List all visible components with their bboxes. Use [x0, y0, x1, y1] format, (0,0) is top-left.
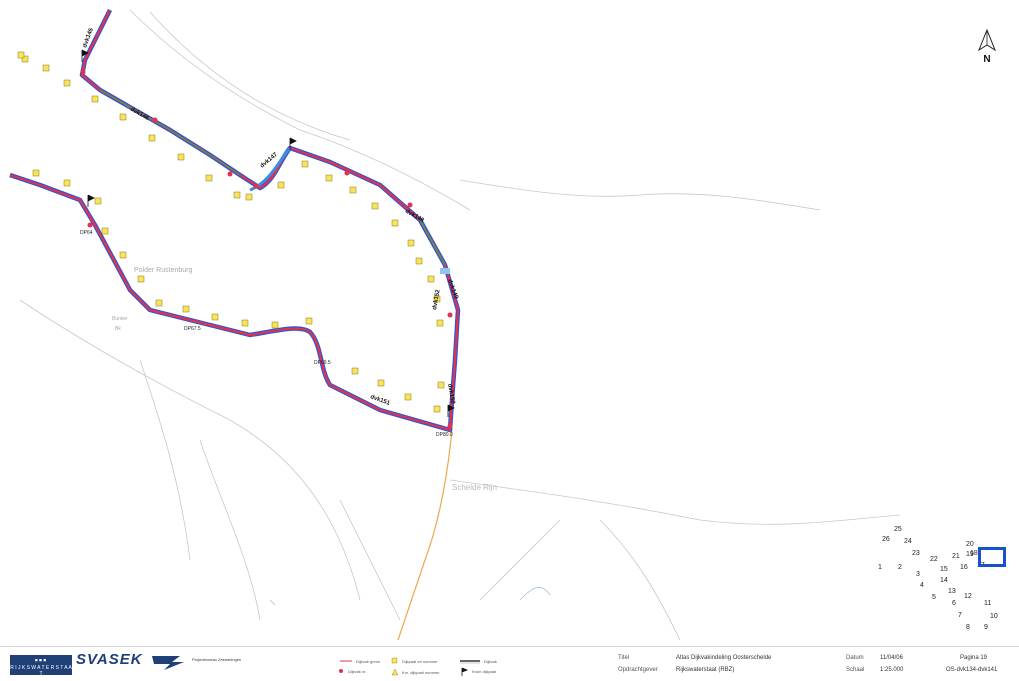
overview-num: 3 — [916, 571, 920, 578]
svasek-wave-icon — [152, 656, 184, 670]
road-line — [397, 429, 453, 640]
legend-marker1: Dijkpaal en nummer — [402, 659, 438, 664]
datum-value: 11/04/06 — [880, 655, 903, 661]
current-page-frame — [978, 547, 1006, 567]
overview-num: 9 — [984, 624, 988, 631]
overview-num: 16 — [960, 564, 968, 571]
rws-logo-icon: ▪▪▪ — [34, 655, 48, 665]
place-road: Schelde Rijn — [452, 483, 497, 492]
pagina-label: Pagina 19 — [960, 655, 988, 661]
overview-num: 20 — [966, 541, 974, 548]
overview-num: 25 — [894, 526, 902, 533]
zeeweringen-logo: Projectbureau Zeeweringen — [192, 657, 242, 662]
dp-label-1: DP64 — [80, 230, 93, 236]
overview-num: 18 — [970, 550, 978, 557]
section-label-6: dvk150 — [446, 383, 456, 405]
opdrachtgever-value: Rijkswaterstaat (RBZ) — [676, 667, 735, 673]
place-polder: Polder Rustenburg — [134, 267, 192, 274]
legend-marker2: Km. dijkpaal nummer — [402, 670, 440, 675]
overview-num: 8 — [966, 624, 970, 631]
north-label: N — [983, 54, 991, 65]
dp-label-3: DP69.5 — [314, 360, 331, 366]
overview-num: 4 — [920, 582, 924, 589]
dp-label-2: DP67.5 — [184, 326, 201, 332]
overview-num: 19 — [966, 551, 974, 558]
legend-symbols — [339, 657, 480, 676]
overview-num: 1 — [878, 564, 882, 571]
overview-num: 22 — [930, 556, 938, 563]
page-code: OS-dvk134-dvk141 — [946, 667, 998, 673]
legend-flag: Kruin dijkpaal — [472, 669, 497, 674]
svasek-logo: SVASEK — [76, 651, 143, 668]
legend-line2: Dijkvak nr. — [348, 669, 367, 674]
schaal-label: Schaal — [846, 667, 865, 673]
rijkswaterstaat-logo: ▪▪▪ R I J K S W A T E R S T A A T — [10, 655, 72, 677]
footer: ▪▪▪ R I J K S W A T E R S T A A T SVASEK… — [0, 646, 1019, 679]
overview-num: 14 — [940, 577, 948, 584]
overview-num: 12 — [964, 593, 972, 600]
overview-num: 15 — [940, 566, 948, 573]
dijkpaal-markers — [17, 51, 445, 413]
overview-num: 7 — [958, 612, 962, 619]
opdrachtgever-label: Opdrachtgever — [618, 667, 658, 673]
overview-num: 23 — [912, 550, 920, 557]
overview-num: 13 — [948, 588, 956, 595]
section-label-5: dvk149 — [446, 279, 459, 301]
dike-route — [9, 8, 461, 433]
kruin-flags — [81, 49, 455, 417]
legend-line1: Dijkvak grens — [356, 659, 381, 664]
section-label-4: dvk148 — [404, 209, 425, 225]
rws-logo-text: R I J K S W A T E R S T A A T — [10, 665, 72, 677]
datum-label: Datum — [846, 655, 864, 661]
overview-num: 26 — [882, 536, 890, 543]
overview-num: 6 — [952, 600, 956, 607]
dike-map: dvk145 dvk146 dvk147 dvk148 dvk149 dvk15… — [9, 8, 901, 640]
place-bunker-bottom: Bk — [115, 326, 121, 332]
dike-points — [80, 69, 453, 429]
north-arrow-icon — [977, 28, 997, 52]
north-arrow: N — [974, 28, 1000, 68]
titel-value: Atlas Dijkvakindeling Oosterschelde — [676, 655, 772, 661]
overview-num: 21 — [952, 553, 960, 560]
titel-label: Titel — [618, 655, 630, 661]
overview-num: 2 — [898, 564, 902, 571]
overview-num: 5 — [932, 594, 936, 601]
section-label-2: dvk146 — [129, 107, 150, 123]
legend: Dijkvak grens Dijkvak nr. Dijkpaal en nu… — [330, 657, 540, 679]
overview-num: 24 — [904, 538, 912, 545]
place-bunker-top: Bunker — [112, 316, 128, 322]
section-label-8: dvk152 — [432, 289, 442, 311]
dp-label-4: DP80.0 — [436, 432, 453, 438]
overview-map: 25 26 24 23 22 21 19 20 18 17 16 15 14 1… — [870, 520, 1010, 638]
overview-num: 11 — [984, 600, 992, 607]
legend-line3: Dijkvak — [484, 659, 497, 664]
schaal-value: 1:25.000 — [880, 667, 904, 673]
overview-num: 10 — [990, 613, 998, 620]
background-lines — [19, 9, 901, 640]
water-patch — [440, 268, 450, 274]
